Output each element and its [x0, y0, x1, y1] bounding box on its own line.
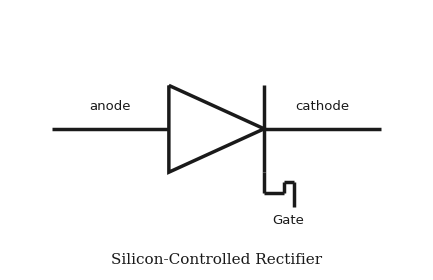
Text: Silicon-Controlled Rectifier: Silicon-Controlled Rectifier	[111, 253, 322, 267]
Text: Gate: Gate	[272, 214, 304, 227]
Text: anode: anode	[90, 101, 131, 113]
Text: cathode: cathode	[295, 101, 349, 113]
